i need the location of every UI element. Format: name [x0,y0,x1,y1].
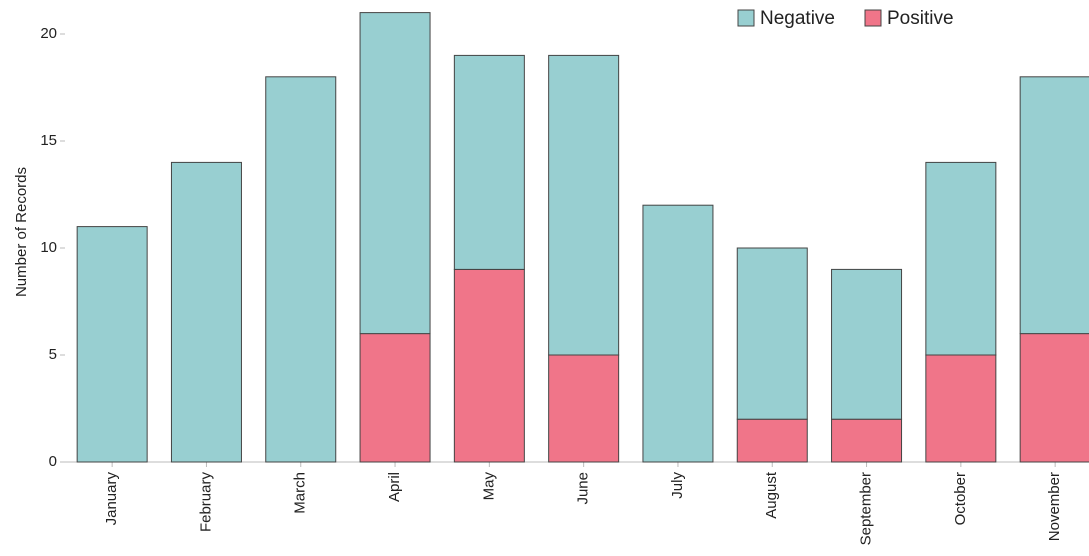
x-tick-label: July [669,472,686,499]
y-axis-label: Number of Records [13,167,30,297]
bar-segment [170,161,242,463]
bar-segment [548,354,620,463]
bar-segment [831,268,903,420]
x-tick-label: January [103,472,120,526]
bar-segment [453,268,525,463]
bar-segment [925,161,997,356]
legend-label: Negative [760,8,835,29]
y-tick-label: 10 [40,239,57,256]
bar-segment [453,54,525,270]
x-tick-label: September [858,472,875,545]
x-tick-label: October [952,472,969,525]
legend-swatch [737,9,755,27]
bar-segment [1019,76,1089,335]
bar-segment [925,354,997,463]
bar-segment [736,418,808,463]
bar-segment [831,418,903,463]
x-tick-label: April [386,472,403,502]
x-tick-label: November [1046,472,1063,541]
bar-segment [76,226,148,463]
bar-segment [265,76,337,463]
bar-segment [359,12,431,335]
y-tick-label: 5 [49,346,57,363]
bar-segment [642,204,714,463]
bar-segment [1019,333,1089,463]
x-tick-label: March [292,472,309,514]
x-tick-label: May [480,472,497,501]
y-tick-label: 20 [40,25,57,42]
bar-segment [359,333,431,463]
bar-segment [736,247,808,420]
legend-swatch [864,9,882,27]
y-tick-label: 0 [49,453,57,470]
x-tick-label: February [197,472,214,533]
bar-segment [548,54,620,356]
y-tick-label: 15 [40,132,57,149]
x-tick-label: June [575,472,592,505]
legend-label: Positive [887,8,954,29]
x-tick-label: August [763,471,780,519]
